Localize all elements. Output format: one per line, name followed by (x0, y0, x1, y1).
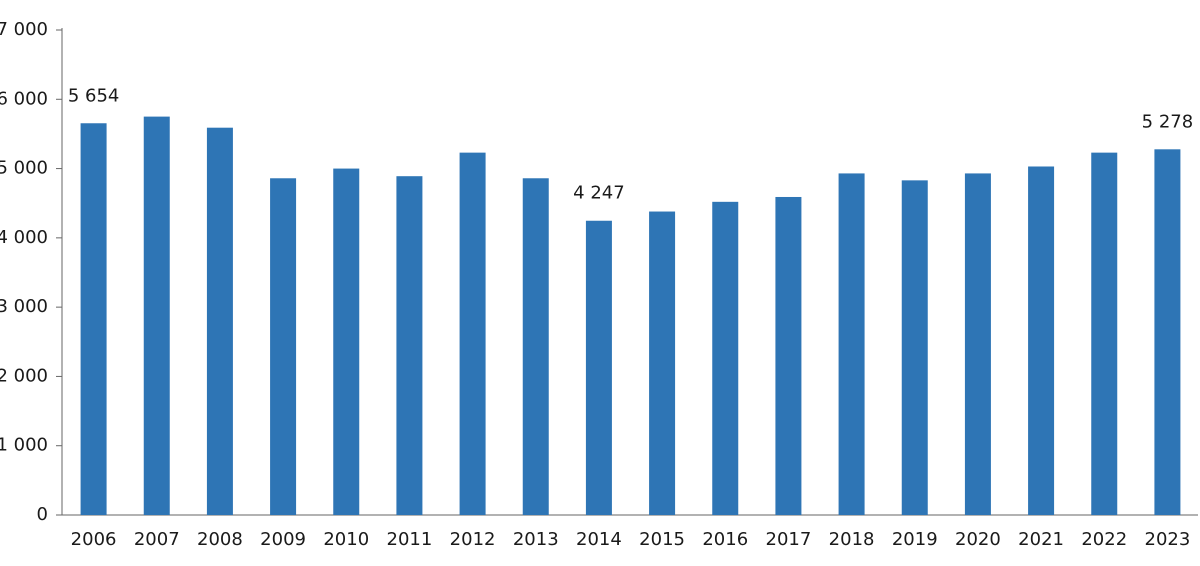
y-tick-label: 3 000 (0, 296, 48, 317)
x-tick-label: 2013 (513, 529, 559, 550)
y-tick-label: 4 000 (0, 227, 48, 248)
x-tick-label: 2008 (197, 529, 243, 550)
bar (838, 173, 865, 515)
x-tick-label: 2023 (1145, 529, 1191, 550)
y-tick-label: 5 000 (0, 158, 48, 179)
x-tick-label: 2020 (955, 529, 1001, 550)
data-label: 5 278 (1142, 111, 1194, 132)
bar (1028, 166, 1055, 515)
bar (270, 178, 297, 515)
x-tick-label: 2006 (71, 529, 117, 550)
x-tick-label: 2015 (639, 529, 685, 550)
x-tick-label: 2021 (1018, 529, 1064, 550)
bar (901, 180, 928, 515)
bar (80, 123, 107, 515)
y-tick-label: 7 000 (0, 19, 48, 40)
bar (712, 201, 739, 516)
bar (964, 173, 991, 515)
data-label: 4 247 (573, 183, 625, 204)
x-tick-label: 2007 (134, 529, 180, 550)
x-tick-label: 2022 (1081, 529, 1127, 550)
bar (206, 127, 233, 515)
y-tick-label: 2 000 (0, 365, 48, 386)
y-tick-label: 6 000 (0, 88, 48, 109)
x-tick-label: 2010 (323, 529, 369, 550)
y-tick-label: 0 (37, 504, 48, 525)
bar (775, 196, 802, 515)
bar (459, 152, 486, 515)
bar (649, 211, 676, 515)
bar (585, 220, 612, 515)
x-tick-label: 2019 (892, 529, 938, 550)
bar (396, 176, 423, 515)
x-tick-label: 2018 (829, 529, 875, 550)
x-tick-label: 2011 (387, 529, 433, 550)
bar (143, 116, 170, 515)
bar (522, 178, 549, 515)
x-tick-label: 2009 (260, 529, 306, 550)
bar (1091, 152, 1118, 515)
x-tick-label: 2012 (450, 529, 496, 550)
bar (333, 168, 360, 516)
y-tick-label: 1 000 (0, 435, 48, 456)
data-label: 5 654 (68, 85, 120, 106)
x-tick-label: 2014 (576, 529, 622, 550)
bar (1154, 149, 1181, 515)
x-tick-label: 2016 (702, 529, 748, 550)
x-tick-label: 2017 (766, 529, 812, 550)
